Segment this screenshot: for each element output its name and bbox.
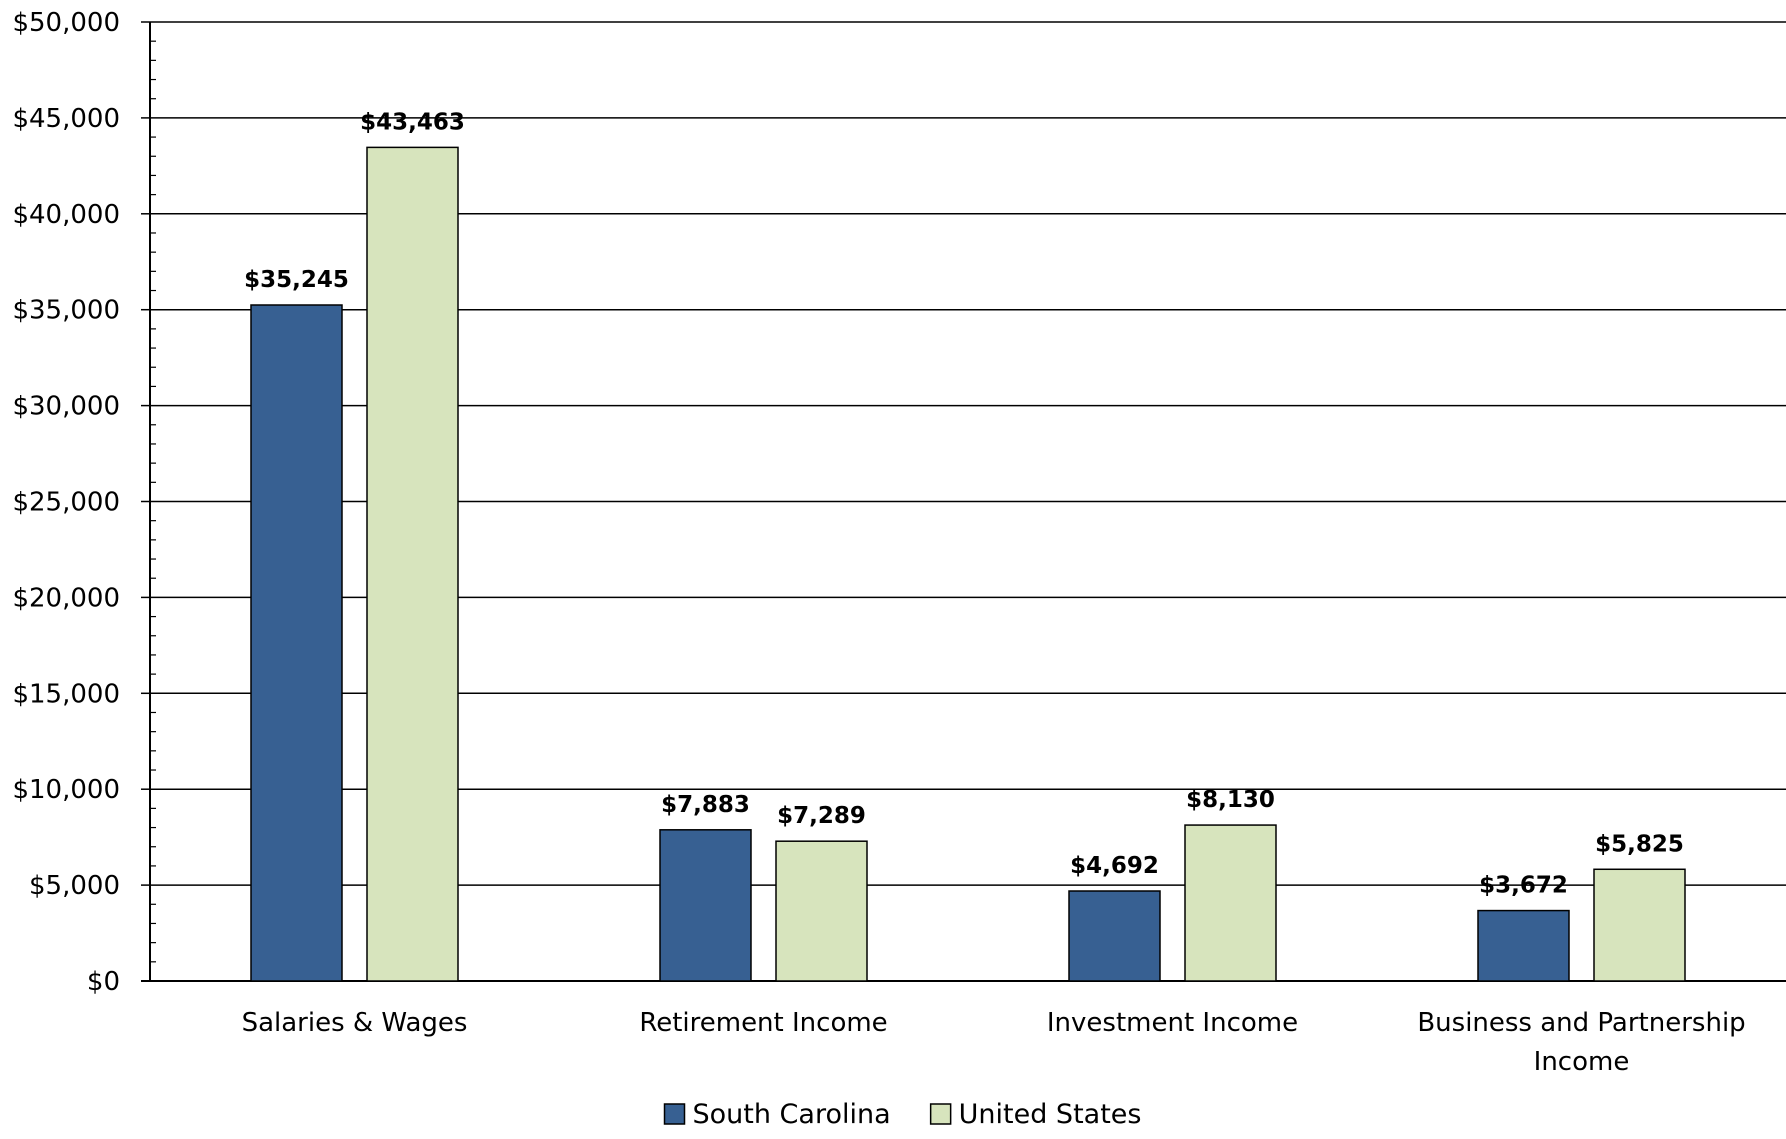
- y-tick-label: $50,000: [12, 8, 120, 38]
- legend-item-south-carolina: South Carolina: [663, 1099, 891, 1130]
- y-tick-label: $0: [87, 967, 120, 997]
- legend-label: South Carolina: [693, 1099, 891, 1130]
- data-label: $7,289: [777, 803, 866, 829]
- x-tick-label: Retirement Income: [639, 1008, 887, 1038]
- data-label: $3,672: [1479, 873, 1568, 899]
- x-tick-label: Investment Income: [1047, 1008, 1298, 1038]
- data-label: $5,825: [1595, 831, 1684, 857]
- data-label: $43,463: [360, 109, 465, 135]
- data-labels: $35,245 $43,463 $7,883 $7,289 $4,692 $8,130 $3…: [244, 109, 1684, 898]
- x-axis-tick-labels: Salaries & Wages Retirement Income Investm…: [242, 1008, 1746, 1077]
- data-label: $7,883: [661, 792, 750, 818]
- x-tick-label-line: Investment Income: [1047, 1008, 1298, 1038]
- y-tick-label: $45,000: [12, 104, 120, 134]
- legend-swatch: [929, 1103, 952, 1125]
- x-tick-label-line: Retirement Income: [639, 1008, 887, 1038]
- x-tick-label-line: Income: [1534, 1047, 1630, 1077]
- bar-united-states: [1184, 824, 1277, 982]
- x-tick-label: Business and Partnership Income: [1417, 1008, 1745, 1077]
- bars: [250, 146, 1686, 982]
- legend-swatch: [663, 1103, 686, 1125]
- legend-label: United States: [959, 1099, 1142, 1130]
- x-tick-label: Salaries & Wages: [242, 1008, 468, 1038]
- legend: South Carolina United States: [663, 1099, 1142, 1130]
- legend-item-united-states: United States: [929, 1099, 1142, 1130]
- bar-south-carolina: [659, 829, 752, 982]
- data-label: $35,245: [244, 267, 349, 293]
- y-tick-label: $15,000: [12, 679, 120, 709]
- bar-united-states: [775, 840, 868, 982]
- y-tick-label: $20,000: [12, 583, 120, 613]
- x-tick-label-line: Salaries & Wages: [242, 1008, 468, 1038]
- bar-united-states: [1593, 868, 1686, 982]
- y-tick-label: $35,000: [12, 296, 120, 326]
- bar-south-carolina: [250, 304, 343, 982]
- bar-south-carolina: [1068, 890, 1161, 982]
- y-tick-label: $25,000: [12, 488, 120, 518]
- data-label: $8,130: [1186, 787, 1275, 813]
- y-tick-label: $40,000: [12, 200, 120, 230]
- y-tick-label: $10,000: [12, 775, 120, 805]
- x-tick-label-line: Business and Partnership: [1417, 1008, 1745, 1038]
- y-tick-label: $5,000: [29, 871, 120, 901]
- y-tick-label: $30,000: [12, 392, 120, 422]
- bar-south-carolina: [1477, 909, 1570, 982]
- bar-united-states: [366, 146, 459, 982]
- data-label: $4,692: [1070, 853, 1159, 879]
- y-axis-tick-labels: $0 $5,000 $10,000 $15,000 $20,000 $25,000 $30,…: [12, 8, 120, 997]
